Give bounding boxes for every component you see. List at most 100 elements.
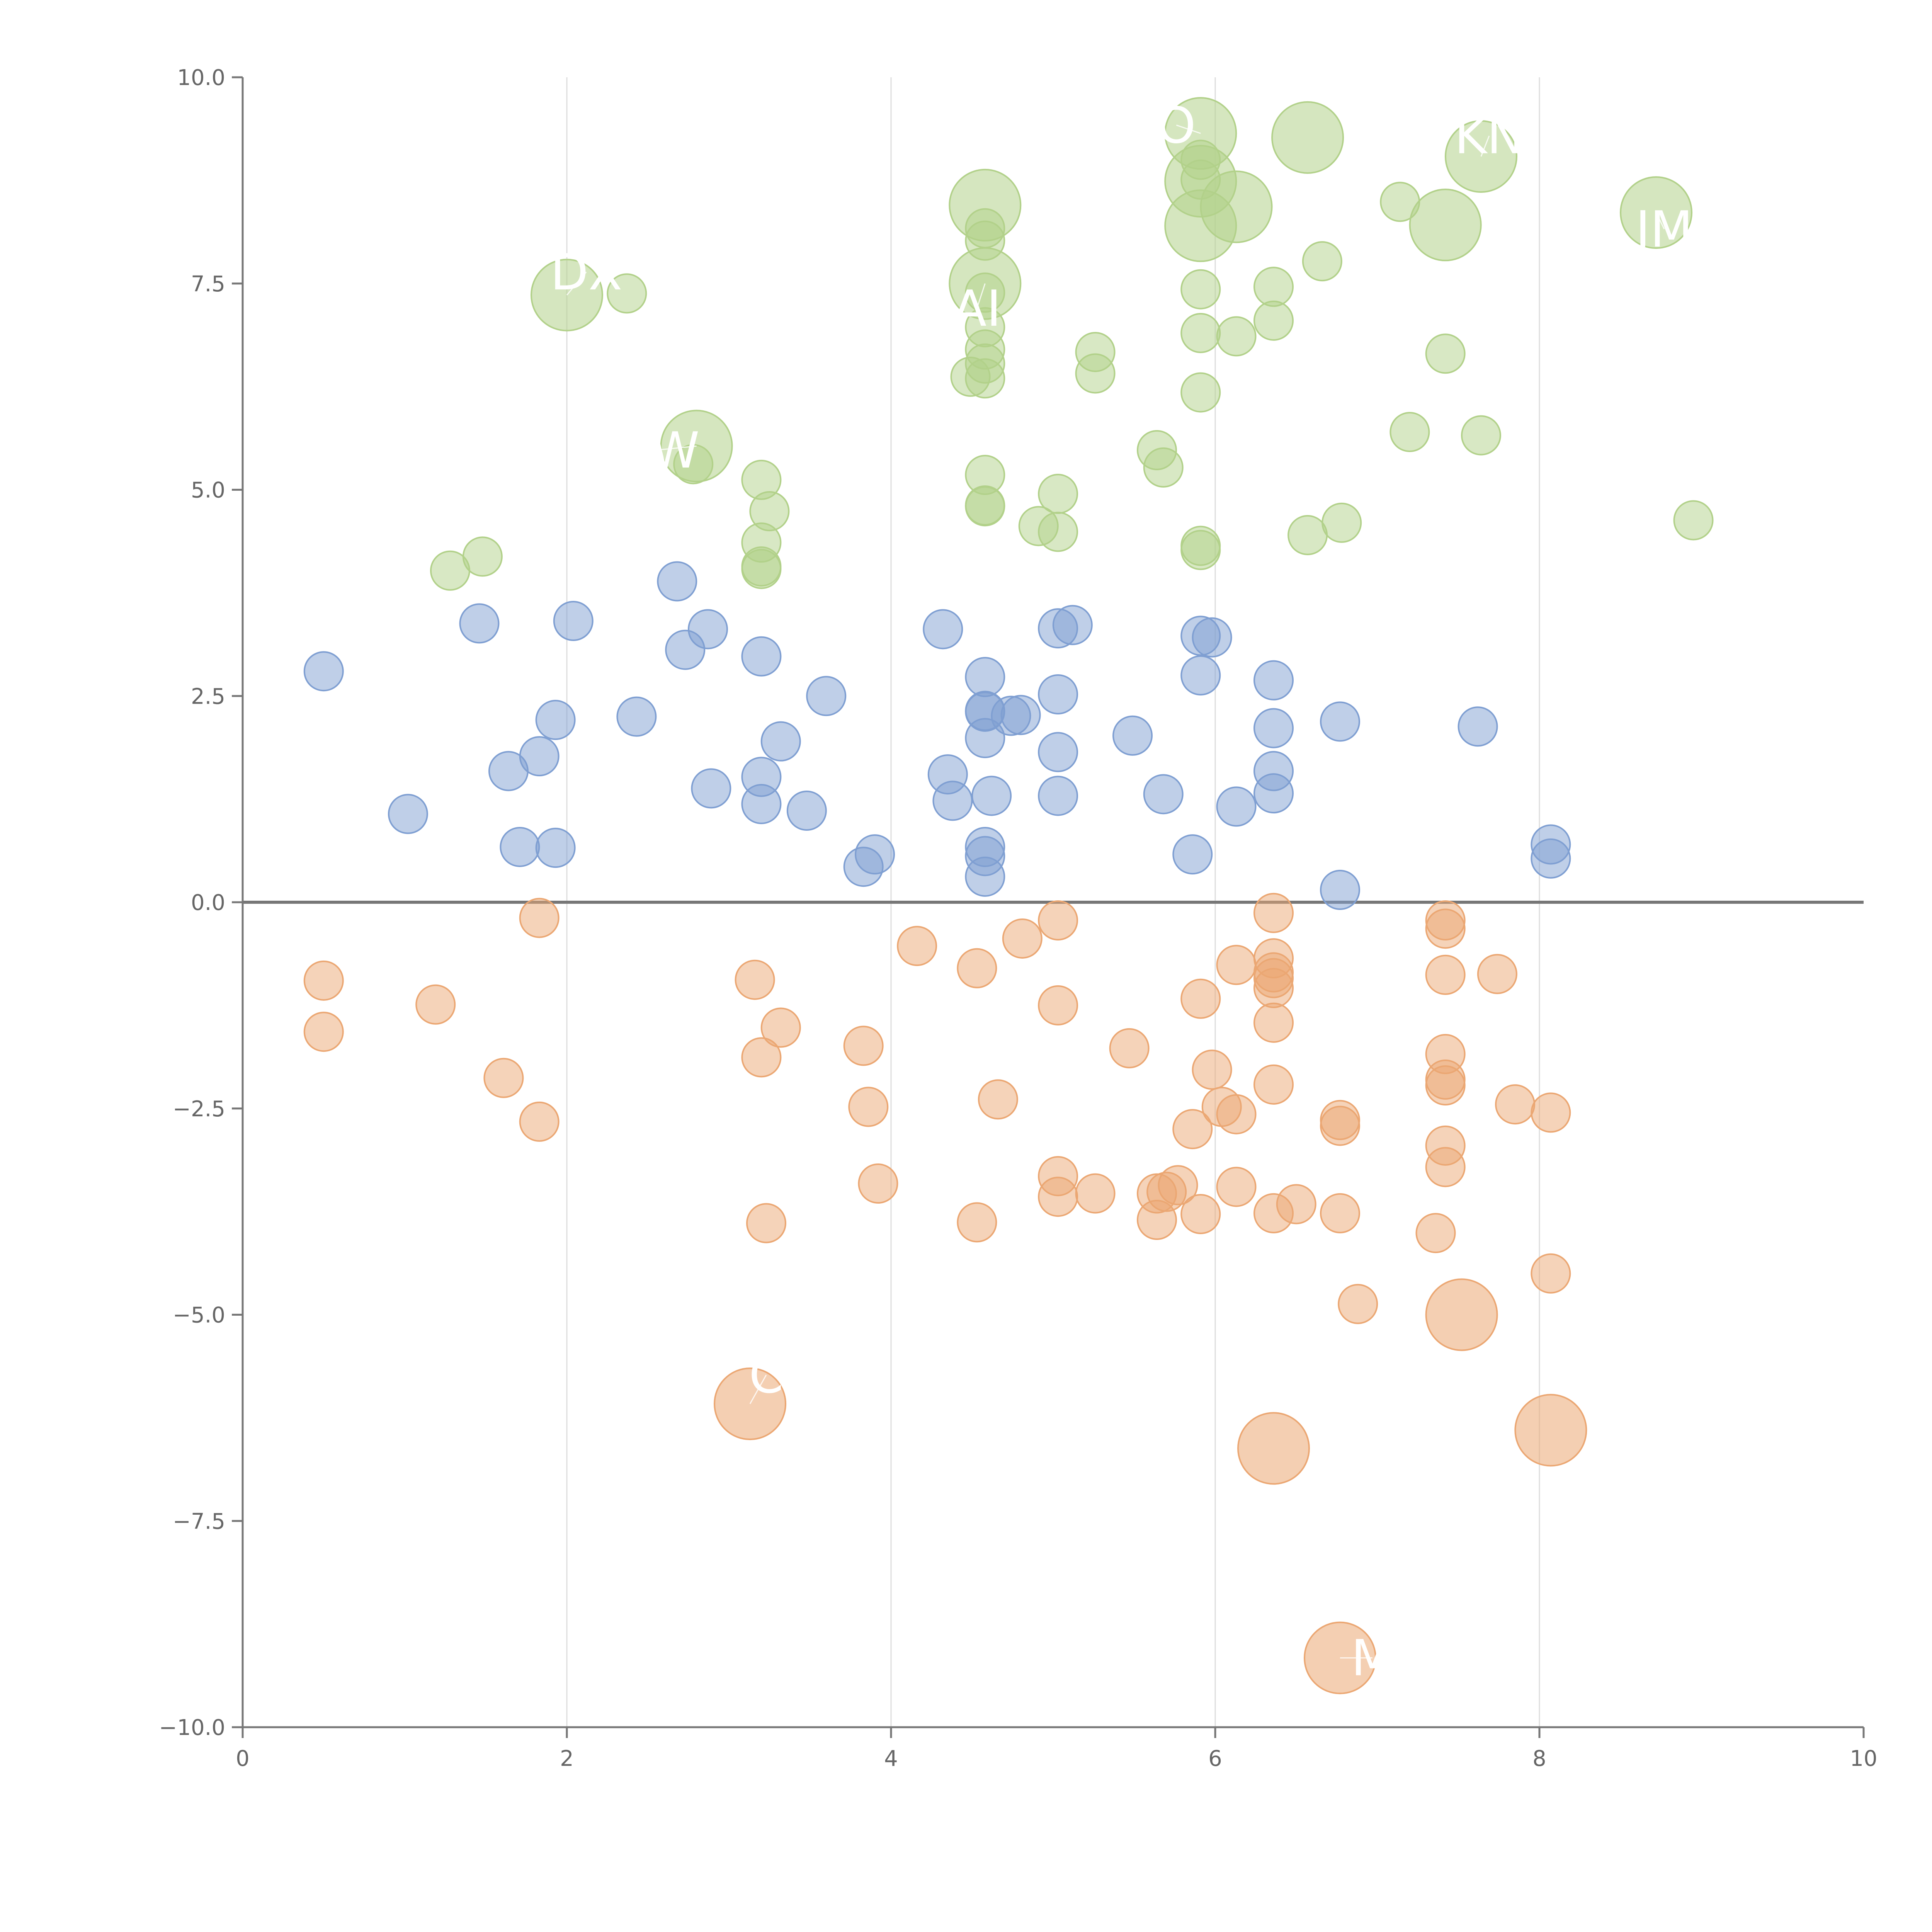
data-point [1052,605,1093,645]
data-point [1216,945,1257,985]
data-point [303,960,344,1001]
data-point [1461,415,1501,456]
data-point [957,948,997,988]
data-point [965,718,1005,759]
data-point [1172,834,1213,875]
large-data-point [1514,1394,1587,1467]
data-point [1075,353,1116,394]
data-point [1425,1147,1466,1187]
data-point [1038,985,1078,1026]
data-point [1038,512,1078,552]
data-point [1143,774,1184,815]
x-tick-label: 8 [1532,1746,1546,1771]
data-point [1320,1193,1361,1233]
data-point [1253,1064,1294,1105]
data-point [1531,1092,1571,1133]
data-point [553,600,594,641]
x-tick-label: 0 [236,1746,250,1771]
data-point [760,1007,801,1048]
point-label: O [1157,97,1196,155]
data-point [1253,660,1294,701]
data-point [741,784,782,824]
data-point [1425,1065,1466,1105]
label-leader-line [566,271,587,296]
data-point [519,898,560,938]
large-data-point [1425,1278,1498,1351]
data-point [388,794,428,834]
data-point [1673,500,1714,541]
point-label: JM [1633,201,1693,259]
data-point [1000,695,1041,735]
data-point [741,636,782,677]
data-point [735,959,775,1000]
data-point [741,1037,782,1078]
data-point [1216,316,1257,357]
data-point [1253,968,1294,1009]
data-point [459,603,500,644]
label-leader-line [656,445,697,451]
data-point [303,1012,344,1052]
data-point [957,1202,997,1243]
data-point [1216,1094,1257,1134]
data-point [1389,412,1430,452]
data-point [965,657,1005,697]
data-point [1477,954,1517,994]
data-point [607,273,647,314]
data-point [786,791,827,831]
data-point [535,828,576,868]
data-point [897,926,937,966]
data-point [500,827,540,867]
data-point [1425,333,1466,374]
data-point [843,1026,884,1066]
data-point [1172,1109,1213,1150]
y-tick-label: −5.0 [173,1303,225,1328]
x-tick-label: 4 [884,1746,898,1771]
y-tick-label: 10.0 [177,65,225,90]
data-point [519,736,560,777]
label-leader-line [1480,136,1490,157]
data-point [1425,908,1466,949]
data-point [746,1203,786,1243]
data-point [965,486,1005,527]
data-point [923,609,963,650]
point-label: DX [550,244,622,301]
label-leader-line [749,1374,767,1404]
axes: 0 2 4 6 8 10 10.0 7.5 5.0 2.5 0.0 −2.5 −5.0 −7.5 −10.0 [159,65,1877,1771]
data-point [1180,269,1221,310]
y-tick-label: −10.0 [159,1715,225,1740]
y-tick-label: 5.0 [191,478,225,503]
data-point [965,358,1005,399]
large-labeled-points [531,97,1693,1694]
data-point [1192,1049,1232,1090]
data-point [1338,1284,1378,1324]
data-point [1143,447,1184,488]
data-point [1180,530,1221,570]
data-point [519,1101,560,1142]
data-point [1320,701,1361,742]
data-point [971,776,1012,816]
data-point [1075,1173,1116,1214]
data-point [741,549,782,589]
data-point [1038,732,1078,772]
data-point [1038,900,1078,940]
data-point [462,536,503,577]
data-point [1109,1028,1150,1068]
data-point [806,676,847,716]
data-point [1180,978,1221,1019]
data-point [1253,300,1294,341]
data-point [483,1058,524,1098]
data-point [1287,515,1328,555]
large-data-point [949,168,1022,242]
y-tick-label: 0.0 [191,890,225,915]
data-point [691,768,731,809]
label-leader-line [1176,124,1201,134]
data-point [1038,1177,1078,1217]
data-point [1253,893,1294,933]
point-labels: DX DW AI O KN JM C M [550,97,1693,1687]
data-point [1495,1084,1536,1125]
x-tick-label: 10 [1850,1746,1877,1771]
point-label: AI [953,280,1001,338]
point-label: C [749,1347,783,1404]
large-data-point [1200,170,1273,243]
data-point [1253,773,1294,814]
